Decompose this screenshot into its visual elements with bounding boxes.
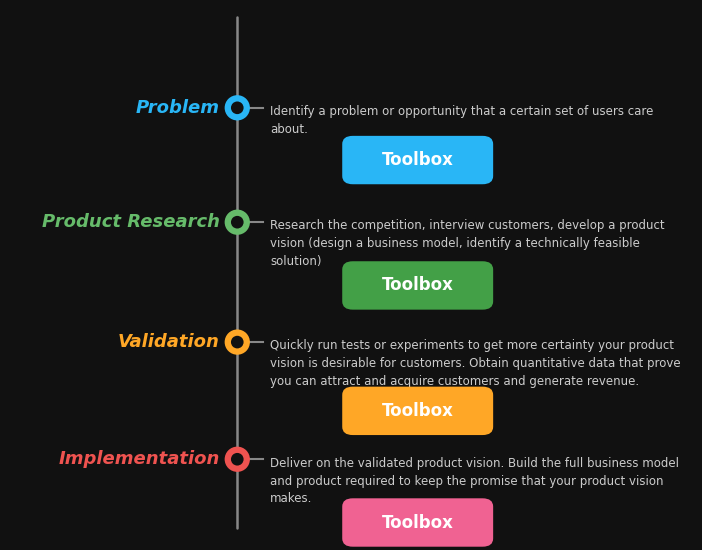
FancyBboxPatch shape xyxy=(343,387,493,435)
Text: Deliver on the validated product vision. Build the full business model
and produ: Deliver on the validated product vision.… xyxy=(270,456,680,505)
Text: Toolbox: Toolbox xyxy=(382,514,453,531)
Text: Toolbox: Toolbox xyxy=(382,277,453,294)
Ellipse shape xyxy=(225,210,250,235)
Text: Identify a problem or opportunity that a certain set of users care
about.: Identify a problem or opportunity that a… xyxy=(270,105,654,136)
Ellipse shape xyxy=(231,216,244,228)
Text: Research the competition, interview customers, develop a product
vision (design : Research the competition, interview cust… xyxy=(270,219,665,268)
FancyBboxPatch shape xyxy=(343,498,493,547)
Ellipse shape xyxy=(231,102,244,114)
Ellipse shape xyxy=(231,336,244,348)
Text: Implementation: Implementation xyxy=(58,450,220,468)
Text: Product Research: Product Research xyxy=(41,213,220,231)
Text: Validation: Validation xyxy=(118,333,220,351)
Ellipse shape xyxy=(225,95,250,120)
Ellipse shape xyxy=(225,447,250,472)
Text: Quickly run tests or experiments to get more certainty your product
vision is de: Quickly run tests or experiments to get … xyxy=(270,339,681,388)
Text: Toolbox: Toolbox xyxy=(382,151,453,169)
FancyBboxPatch shape xyxy=(343,261,493,310)
Ellipse shape xyxy=(231,453,244,465)
FancyBboxPatch shape xyxy=(343,136,493,184)
Ellipse shape xyxy=(225,329,250,355)
Text: Toolbox: Toolbox xyxy=(382,402,453,420)
Text: Problem: Problem xyxy=(135,99,220,117)
